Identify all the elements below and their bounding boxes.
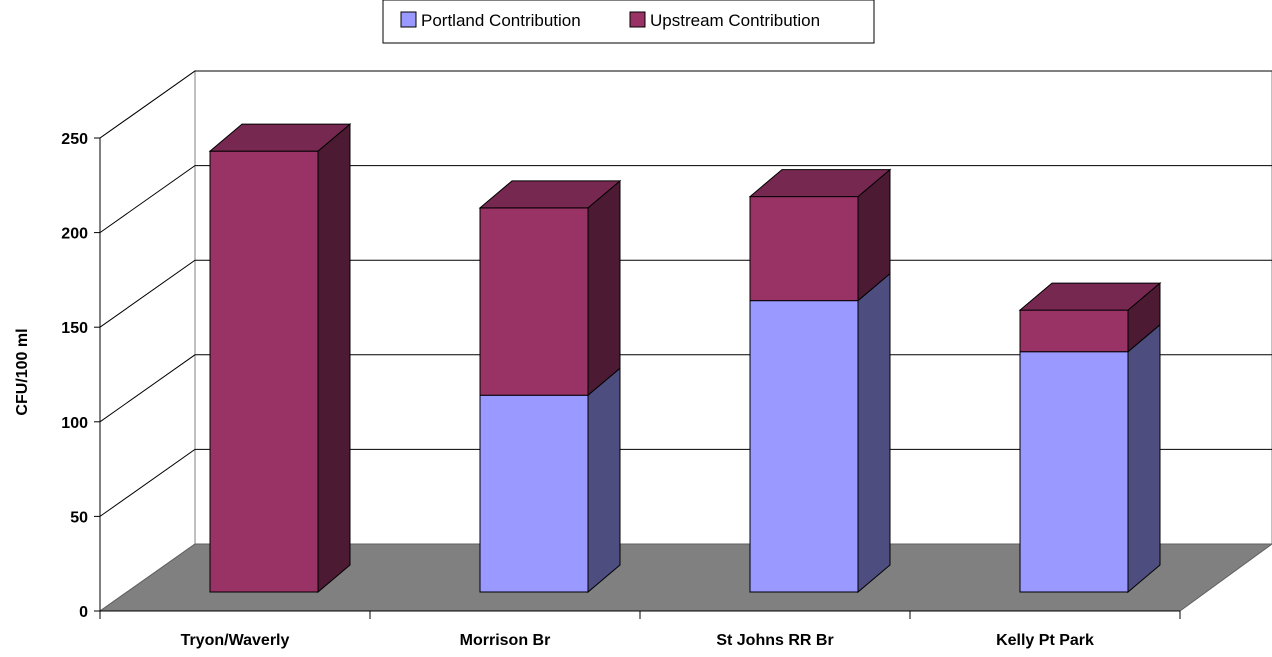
bar-segment-upstream-contribution: [1019, 309, 1129, 353]
bars: [208, 123, 1162, 594]
bar-segment-upstream-contribution: [749, 196, 859, 302]
axes: [94, 137, 1181, 619]
gridline: [99, 165, 1272, 234]
gridline: [99, 259, 1272, 328]
x-tick-label: Tryon/Waverly: [181, 632, 290, 649]
bar-top-face: [1018, 282, 1162, 311]
bar-segment-upstream-contribution: [209, 150, 319, 593]
bar-top-face: [208, 123, 352, 152]
y-tick-labels: 0 50 100 150 200 250: [61, 131, 88, 621]
x-tick-label: Morrison Br: [460, 632, 551, 649]
bar-segment-portland-contribution: [749, 300, 859, 593]
x-tick-label: St Johns RR Br: [716, 632, 833, 649]
bar-stack-2: [748, 168, 892, 594]
legend-swatch-upstream: [629, 11, 646, 28]
chart-walls: [99, 70, 1272, 612]
y-tick-label: 0: [79, 604, 88, 621]
y-tick-label: 250: [61, 131, 88, 148]
side-wall: [99, 70, 196, 612]
legend-swatch-portland: [400, 11, 417, 28]
y-tick-label: 100: [61, 415, 88, 432]
bar-segment-portland-contribution: [479, 394, 589, 593]
x-tick-label: Kelly Pt Park: [996, 632, 1094, 649]
bar-side-face: [1127, 323, 1161, 594]
bar-top-face: [478, 180, 622, 209]
legend-label-upstream: Upstream Contribution: [650, 11, 820, 30]
x-tick-labels: Tryon/Waverly Morrison Br St Johns RR Br Ke…: [181, 632, 1094, 649]
bar-top-face: [748, 169, 892, 198]
bar-stack-3: [1018, 282, 1162, 594]
y-axis-title: CFU/100 ml: [14, 328, 31, 415]
bar-stack-0: [208, 123, 352, 594]
bar-side-face: [587, 367, 621, 594]
bar-side-face: [317, 123, 351, 594]
y-tick-label: 150: [61, 320, 88, 337]
gridline: [99, 448, 1272, 517]
legend-box: [382, 0, 875, 44]
y-tick-label: 200: [61, 226, 88, 243]
legend-label-portland: Portland Contribution: [421, 11, 581, 30]
bar-side-face: [857, 272, 891, 594]
gridline: [99, 354, 1272, 423]
bar-stack-1: [478, 179, 622, 594]
gridlines: [99, 70, 1272, 517]
bar-segment-upstream-contribution: [479, 207, 589, 396]
bar-segment-portland-contribution: [1019, 351, 1129, 593]
legend: Portland Contribution Upstream Contribut…: [382, 0, 875, 44]
bar-side-face: [587, 179, 621, 397]
gridline: [99, 70, 1272, 139]
y-tick-label: 50: [70, 509, 88, 526]
